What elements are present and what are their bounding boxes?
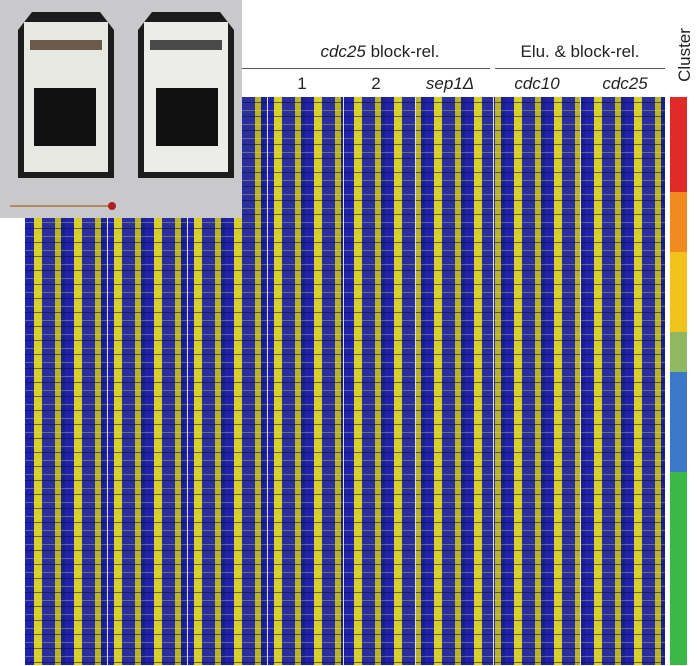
cluster-segment [670, 372, 687, 472]
cluster-segment [670, 192, 687, 252]
column-label: sep1Δ [426, 74, 474, 94]
column-label: 1 [297, 74, 306, 94]
column-label: cdc10 [514, 74, 559, 94]
group-rule [495, 68, 665, 69]
group-label: cdc25 block-rel. [320, 42, 439, 62]
column-separator [343, 97, 344, 665]
column-label: cdc25 [602, 74, 647, 94]
group-label: Elu. & block-rel. [520, 42, 639, 62]
cluster-segment [670, 97, 687, 192]
column-separator [580, 97, 581, 665]
column-separator [267, 97, 268, 665]
page: Cluster cdc25 block-rel. 1 2 sep1Δ Elu. … [0, 0, 697, 666]
column-label: 2 [371, 74, 380, 94]
photo-inset [0, 0, 242, 218]
group-rule [240, 68, 490, 69]
column-separator [493, 97, 494, 665]
group-label-part: Elu. & block-rel. [520, 42, 639, 61]
group-label-part: block-rel. [366, 42, 440, 61]
cluster-segment [670, 332, 687, 372]
cluster-segment [670, 252, 687, 332]
group-label-part: cdc25 [320, 42, 365, 61]
cluster-segment [670, 472, 687, 665]
cluster-label: Cluster [675, 28, 695, 82]
column-separator [415, 97, 416, 665]
